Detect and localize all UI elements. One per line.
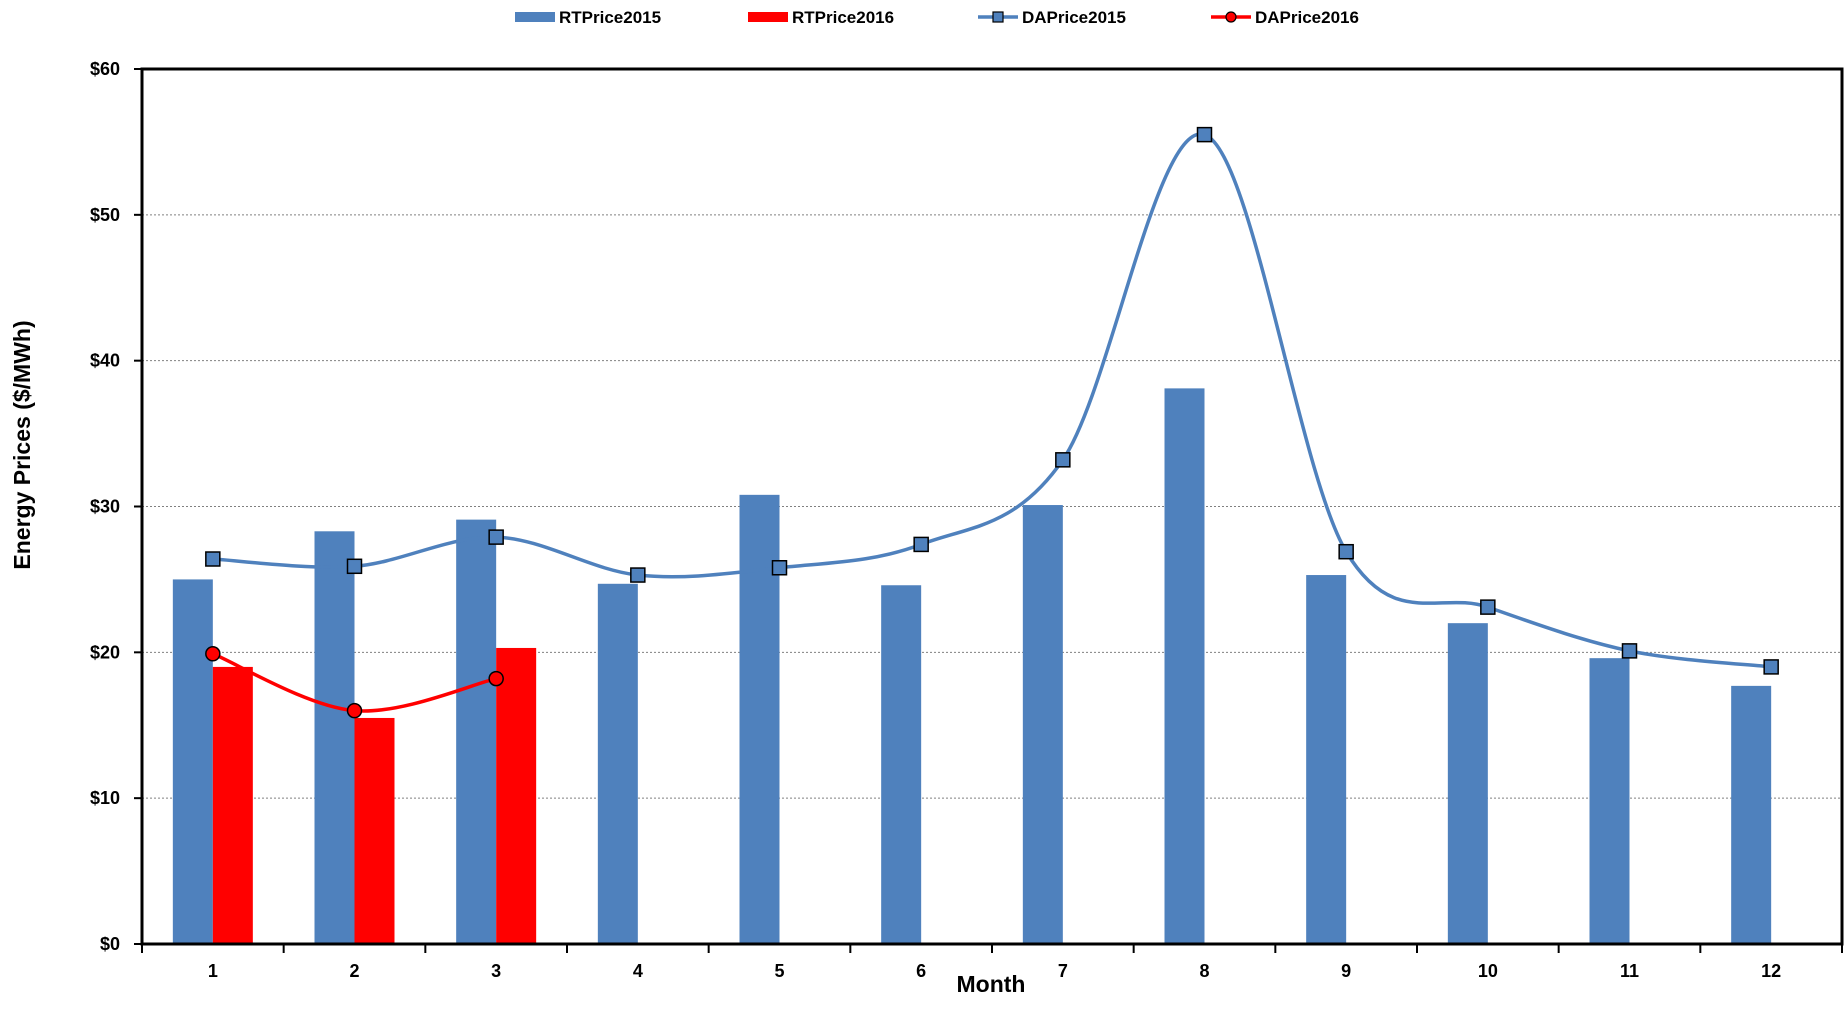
line-DAPrice2015 bbox=[212, 132, 1772, 669]
bar-RTPrice2015 bbox=[597, 583, 638, 944]
bar-RTPrice2015 bbox=[1022, 505, 1063, 944]
bars bbox=[172, 388, 1772, 944]
legend-swatch-RTPrice2015 bbox=[515, 12, 555, 22]
y-tick-label: $20 bbox=[90, 642, 120, 662]
x-tick-label: 2 bbox=[349, 961, 359, 981]
bar-RTPrice2015 bbox=[314, 531, 355, 944]
x-tick-label: 10 bbox=[1478, 961, 1498, 981]
legend-label-RTPrice2016: RTPrice2016 bbox=[792, 8, 894, 27]
bar-RTPrice2015 bbox=[1731, 685, 1772, 944]
x-tick-label: 8 bbox=[1199, 961, 1209, 981]
x-tick-label: 3 bbox=[491, 961, 501, 981]
point-DAPrice2015 bbox=[488, 529, 504, 545]
point-DAPrice2015 bbox=[346, 558, 363, 575]
legend: RTPrice2015 RTPrice2016 DAPrice2015 DAPrice… bbox=[515, 8, 1359, 27]
x-tick-label: 9 bbox=[1341, 961, 1351, 981]
x-tick-label: 6 bbox=[916, 961, 926, 981]
x-tick-label: 7 bbox=[1058, 961, 1068, 981]
x-tick-label: 4 bbox=[633, 961, 643, 981]
x-tick-label: 12 bbox=[1761, 961, 1781, 981]
legend-swatch-RTPrice2016 bbox=[748, 12, 788, 22]
point-DAPrice2016 bbox=[346, 702, 363, 719]
point-DAPrice2015 bbox=[630, 567, 646, 583]
legend-label-RTPrice2015: RTPrice2015 bbox=[559, 8, 661, 27]
bar-RTPrice2015 bbox=[456, 519, 497, 944]
legend-label-DAPrice2015: DAPrice2015 bbox=[1022, 8, 1126, 27]
bar-RTPrice2016 bbox=[354, 717, 395, 944]
bar-RTPrice2015 bbox=[1164, 388, 1205, 944]
bar-RTPrice2015 bbox=[1589, 658, 1630, 944]
point-DAPrice2015 bbox=[1480, 599, 1496, 615]
x-tick-label: 11 bbox=[1620, 961, 1639, 981]
bar-RTPrice2015 bbox=[881, 585, 922, 944]
bar-RTPrice2016 bbox=[496, 647, 537, 944]
bar-RTPrice2015 bbox=[1447, 623, 1488, 944]
point-DAPrice2015 bbox=[1196, 126, 1213, 143]
lines bbox=[205, 126, 1779, 719]
bar-RTPrice2015 bbox=[172, 579, 213, 944]
y-axis-title: Energy Prices ($/MWh) bbox=[9, 320, 35, 569]
point-DAPrice2016 bbox=[205, 646, 221, 662]
bar-RTPrice2015 bbox=[1306, 575, 1347, 944]
y-tick-label: $40 bbox=[90, 351, 120, 371]
legend-label-DAPrice2016: DAPrice2016 bbox=[1255, 8, 1359, 27]
y-tick-label: $0 bbox=[100, 934, 120, 954]
point-DAPrice2015 bbox=[1055, 452, 1071, 468]
point-DAPrice2015 bbox=[913, 536, 929, 553]
point-DAPrice2015 bbox=[205, 551, 221, 567]
point-DAPrice2015 bbox=[1763, 659, 1779, 675]
point-DAPrice2015 bbox=[771, 560, 788, 576]
point-DAPrice2015 bbox=[1338, 543, 1354, 560]
legend-marker-DAPrice2015 bbox=[992, 11, 1004, 23]
x-axis-title: Month bbox=[957, 971, 1026, 997]
y-tick-label: $60 bbox=[90, 59, 120, 79]
y-tick-label: $50 bbox=[90, 205, 120, 225]
x-tick-label: 1 bbox=[208, 961, 218, 981]
y-tick-label: $10 bbox=[90, 788, 120, 808]
y-tick-label: $30 bbox=[90, 497, 120, 517]
x-tick-label: 5 bbox=[774, 961, 784, 981]
axes: $0$10$20$30$40$50$601 2 3 4 5 6 7 8 9 10 11 12 bbox=[90, 59, 1844, 981]
point-DAPrice2016 bbox=[488, 670, 504, 687]
gridlines bbox=[142, 214, 1842, 799]
bar-RTPrice2016 bbox=[212, 666, 253, 944]
point-DAPrice2015 bbox=[1621, 643, 1638, 659]
legend-marker-DAPrice2016 bbox=[1225, 11, 1237, 23]
